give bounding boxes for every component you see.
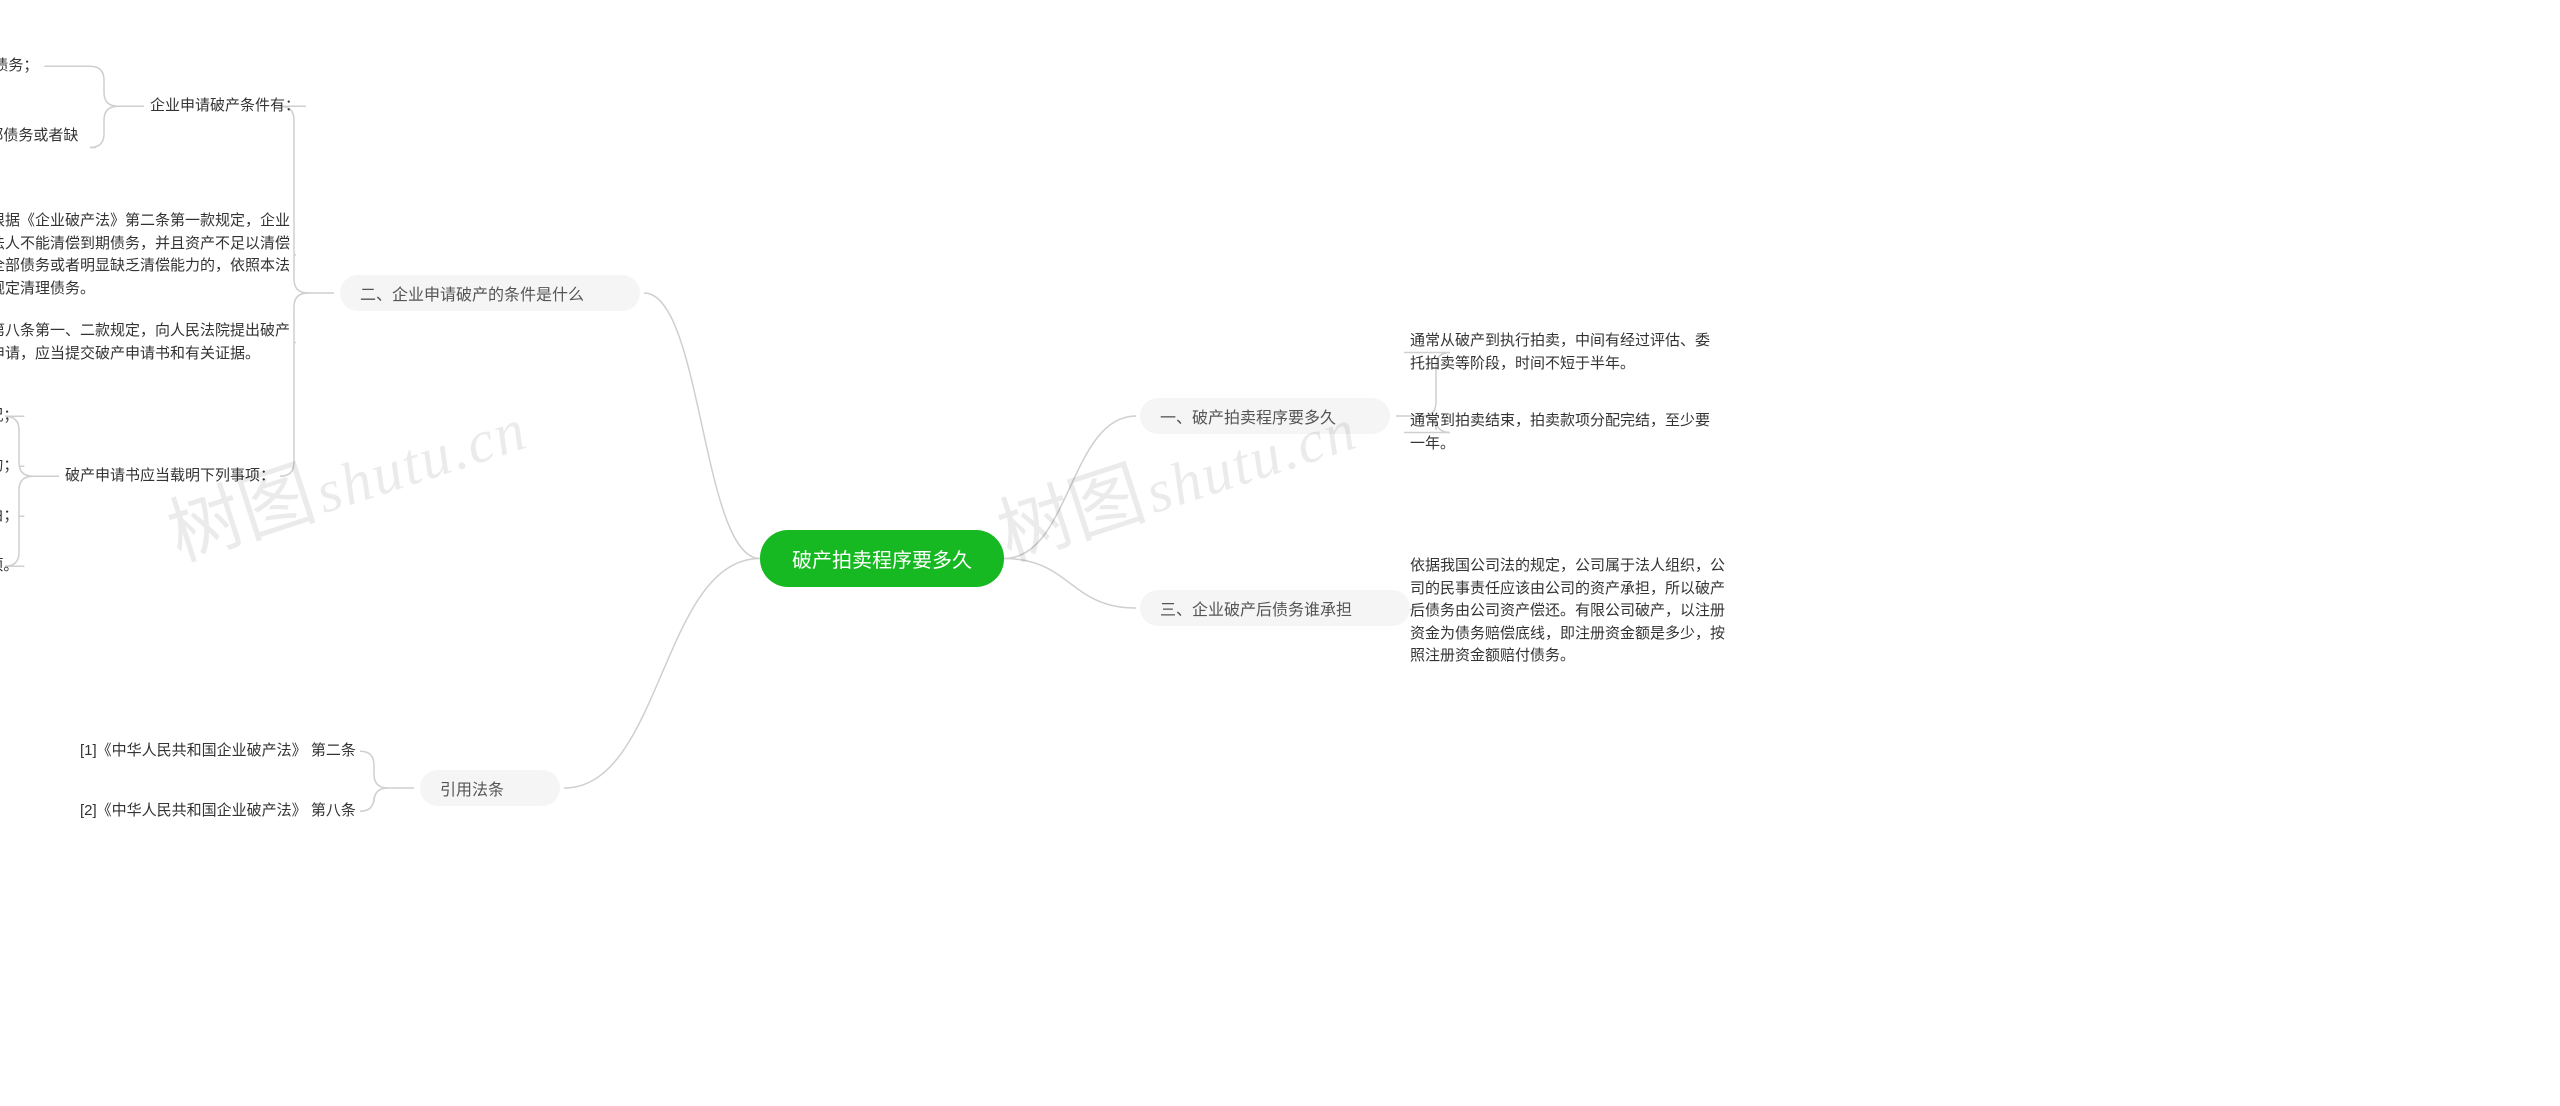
branch-2-label: 二、企业申请破产的条件是什么 [360,287,584,304]
branch-2-child-1b: 2、企业法人的资产不足以清偿全部债务或者缺乏清偿能力。 [0,125,90,170]
branch-3: 三、企业破产后债务谁承担 [1140,590,1410,626]
branch-2: 二、企业申请破产的条件是什么 [340,275,640,311]
branch-4: 引用法条 [420,770,560,806]
branch-2-child-4d: （4）人民法院认为应当载明的其他事项。 [0,555,18,578]
watermark-2-cn: 树图 [989,453,1155,577]
branch-4-child-2: [2]《中华人民共和国企业破产法》 第八条 [80,800,356,823]
connector-layer [0,0,2560,1106]
branch-2-child-1a: 1、企业法人不能清偿到期债务； [0,55,38,78]
branch-1-child-2: 通常到拍卖结束，拍卖款项分配完结，至少要一年。 [1410,410,1710,455]
branch-3-child-1: 依据我国公司法的规定，公司属于法人组织，公司的民事责任应该由公司的资产承担，所以… [1410,555,1730,668]
branch-2-child-4a: （1）申请人、被申请人的基本情况； [0,405,18,428]
branch-2-child-4c: （3）申请的事实和理由； [0,505,18,528]
branch-4-child-1: [1]《中华人民共和国企业破产法》 第二条 [80,740,356,763]
branch-2-child-4: 破产申请书应当载明下列事项： [65,465,275,488]
branch-1: 一、破产拍卖程序要多久 [1140,398,1390,434]
branch-2-child-4b: （2）申请目的； [0,455,18,478]
branch-3-label: 三、企业破产后债务谁承担 [1160,602,1352,619]
branch-4-label: 引用法条 [440,782,504,799]
root-node: 破产拍卖程序要多久 [760,530,1004,587]
branch-2-child-3: 第八条第一、二款规定，向人民法院提出破产申请，应当提交破产申请书和有关证据。 [0,320,290,365]
branch-1-child-1: 通常从破产到执行拍卖，中间有经过评估、委托拍卖等阶段，时间不短于半年。 [1410,330,1710,375]
root-label: 破产拍卖程序要多久 [792,550,972,572]
branch-2-child-1: 企业申请破产条件有： [150,95,300,118]
branch-2-child-2: 根据《企业破产法》第二条第一款规定，企业法人不能清偿到期债务，并且资产不足以清偿… [0,210,290,300]
watermark-1-en: shutu.cn [307,396,534,526]
branch-1-label: 一、破产拍卖程序要多久 [1160,410,1336,427]
